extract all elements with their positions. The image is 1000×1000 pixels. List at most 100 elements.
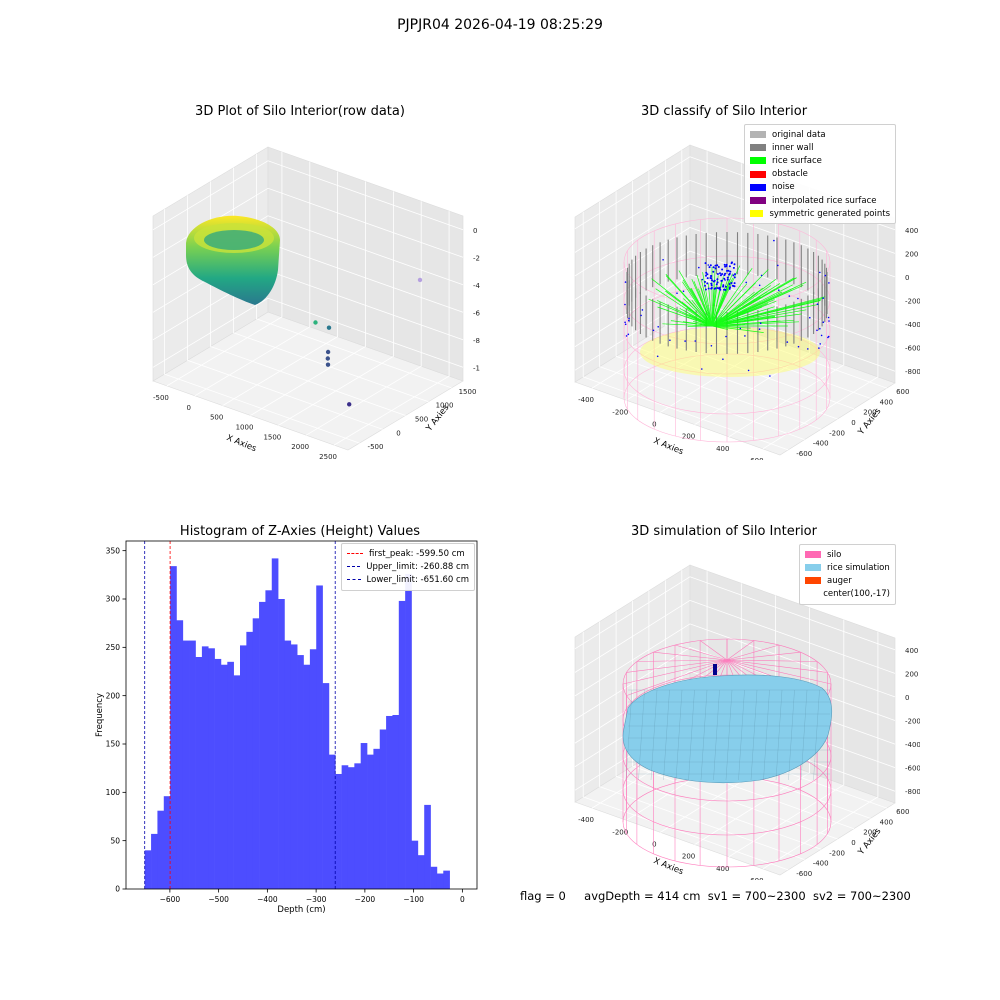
histogram-bar xyxy=(220,664,228,889)
p2-noise-point xyxy=(709,277,712,279)
p2-rice-ray xyxy=(665,275,713,327)
p2-noise-point xyxy=(704,288,707,291)
p1-xtick-label: -500 xyxy=(153,394,169,402)
p2-noise-point xyxy=(704,284,706,287)
histogram-bar xyxy=(182,640,190,889)
p1-outlier-point xyxy=(325,349,331,355)
p2-noise-point xyxy=(797,297,799,300)
p2-rice-ray xyxy=(711,325,751,329)
legend-entry: rice simulation xyxy=(805,561,890,574)
p2-noise-point xyxy=(769,375,771,377)
p4-gridlines xyxy=(574,570,896,871)
p2-rice-ray xyxy=(711,309,807,327)
simulation-legend: silo rice simulation auger center(100,-17) xyxy=(799,544,896,605)
p4-roof-line xyxy=(699,640,728,661)
p2-xgrid xyxy=(762,211,879,450)
p2-xtick-label: 200 xyxy=(682,433,695,441)
p2-noise-point xyxy=(729,286,731,289)
p2-noise-point xyxy=(676,292,678,295)
p4-mesh-line xyxy=(788,689,795,781)
panel4-title: 3D simulation of Silo Interior xyxy=(631,524,817,539)
p2-noise-point xyxy=(827,316,830,319)
p2-noise-point xyxy=(710,286,713,289)
legend-entry: auger xyxy=(805,574,890,587)
p2-noise-point xyxy=(701,278,704,281)
p2-noise-point xyxy=(624,323,627,326)
p1-xgrid xyxy=(333,211,450,446)
p4-ytick-label: 200 xyxy=(863,829,876,837)
p1-ztick-label: -400 xyxy=(473,282,480,290)
p2-noise-point xyxy=(726,269,728,272)
p1-outlier-point xyxy=(325,362,331,367)
p2-ygrid xyxy=(582,211,789,451)
p2-noise-point xyxy=(682,290,685,293)
p2-rice-ray xyxy=(711,283,748,327)
p2-rice-ray xyxy=(657,300,713,327)
p2-rice-ray xyxy=(662,323,713,327)
p2-noise-points xyxy=(624,239,830,377)
p1-xtick-label: 1000 xyxy=(236,424,254,432)
p2-noise-point xyxy=(624,303,626,306)
p2-noise-point xyxy=(628,319,630,322)
p1-silo-inner xyxy=(204,230,264,250)
p1-ytick-label: 1500 xyxy=(459,388,477,396)
simulation-3d-plot: -400-2000200400600-600-400-2000200400600… xyxy=(574,564,920,880)
p4-roof-line xyxy=(726,651,801,661)
p4-auger xyxy=(713,664,717,675)
legend-label: silo xyxy=(827,549,842,560)
histogram-bar xyxy=(278,599,285,889)
p4-ygrid xyxy=(632,601,838,840)
p2-noise-point xyxy=(723,263,726,266)
legend-entry: symmetric generated points xyxy=(750,207,890,220)
p4-roof-line xyxy=(726,659,832,685)
p2-noise-point xyxy=(744,335,746,337)
p2-ytick-label: -200 xyxy=(829,429,845,437)
p2-inner-wall xyxy=(626,232,828,354)
p2-ytick-label: 600 xyxy=(896,388,909,396)
p2-noise-point xyxy=(747,369,750,372)
p2-noise-point xyxy=(728,283,731,285)
legend-line-swatch xyxy=(347,553,363,555)
histogram-bar xyxy=(195,657,203,889)
p2-rice-ray xyxy=(711,273,733,327)
p2-noise-point xyxy=(732,274,735,277)
p2-rice-ray xyxy=(691,299,713,327)
p2-zgrid xyxy=(574,179,896,254)
legend-entry: Upper_limit: -260.88 cm xyxy=(347,560,469,573)
histogram-bar xyxy=(284,640,292,889)
histogram-bar xyxy=(341,765,349,889)
p2-xgrid xyxy=(660,175,776,413)
histogram-ytick-label: 50 xyxy=(110,836,120,845)
p2-noise-point xyxy=(816,329,818,332)
p2-noise-point xyxy=(822,297,824,300)
histogram-bar xyxy=(347,767,355,889)
p4-mesh-line xyxy=(675,689,683,781)
p2-noise-point xyxy=(721,268,724,271)
p2-noise-point xyxy=(710,284,713,287)
p4-xtick-label: 400 xyxy=(716,865,729,873)
p4-ytick-label: -400 xyxy=(813,860,829,868)
histogram-bar xyxy=(176,620,184,889)
legend-entry: silo xyxy=(805,548,890,561)
p2-rice-ray xyxy=(648,298,713,327)
histogram-bar xyxy=(163,796,171,889)
legend-swatch xyxy=(750,144,766,152)
p4-mesh-line xyxy=(700,689,708,781)
legend-entry: first_peak: -599.50 cm xyxy=(347,547,469,560)
p4-mesh-line xyxy=(650,689,658,781)
p2-noise-point xyxy=(627,333,630,336)
histogram-bar xyxy=(290,644,298,889)
p1-ytick-label: 0 xyxy=(396,429,400,437)
histogram-bar xyxy=(443,870,450,889)
p2-noise-point xyxy=(827,335,830,338)
p2-ytick-label: -400 xyxy=(813,440,829,448)
p2-rice-ray xyxy=(711,291,755,327)
p1-xgrid xyxy=(166,151,283,387)
histogram-xtick-label: −600 xyxy=(160,895,181,904)
histogram-xtick-label: −500 xyxy=(208,895,229,904)
p2-noise-point xyxy=(733,282,736,285)
histogram-ytick-label: 150 xyxy=(106,740,121,749)
p4-mesh-line xyxy=(813,689,820,781)
p1-outlier-point xyxy=(417,277,423,283)
p2-noise-point xyxy=(730,282,733,284)
